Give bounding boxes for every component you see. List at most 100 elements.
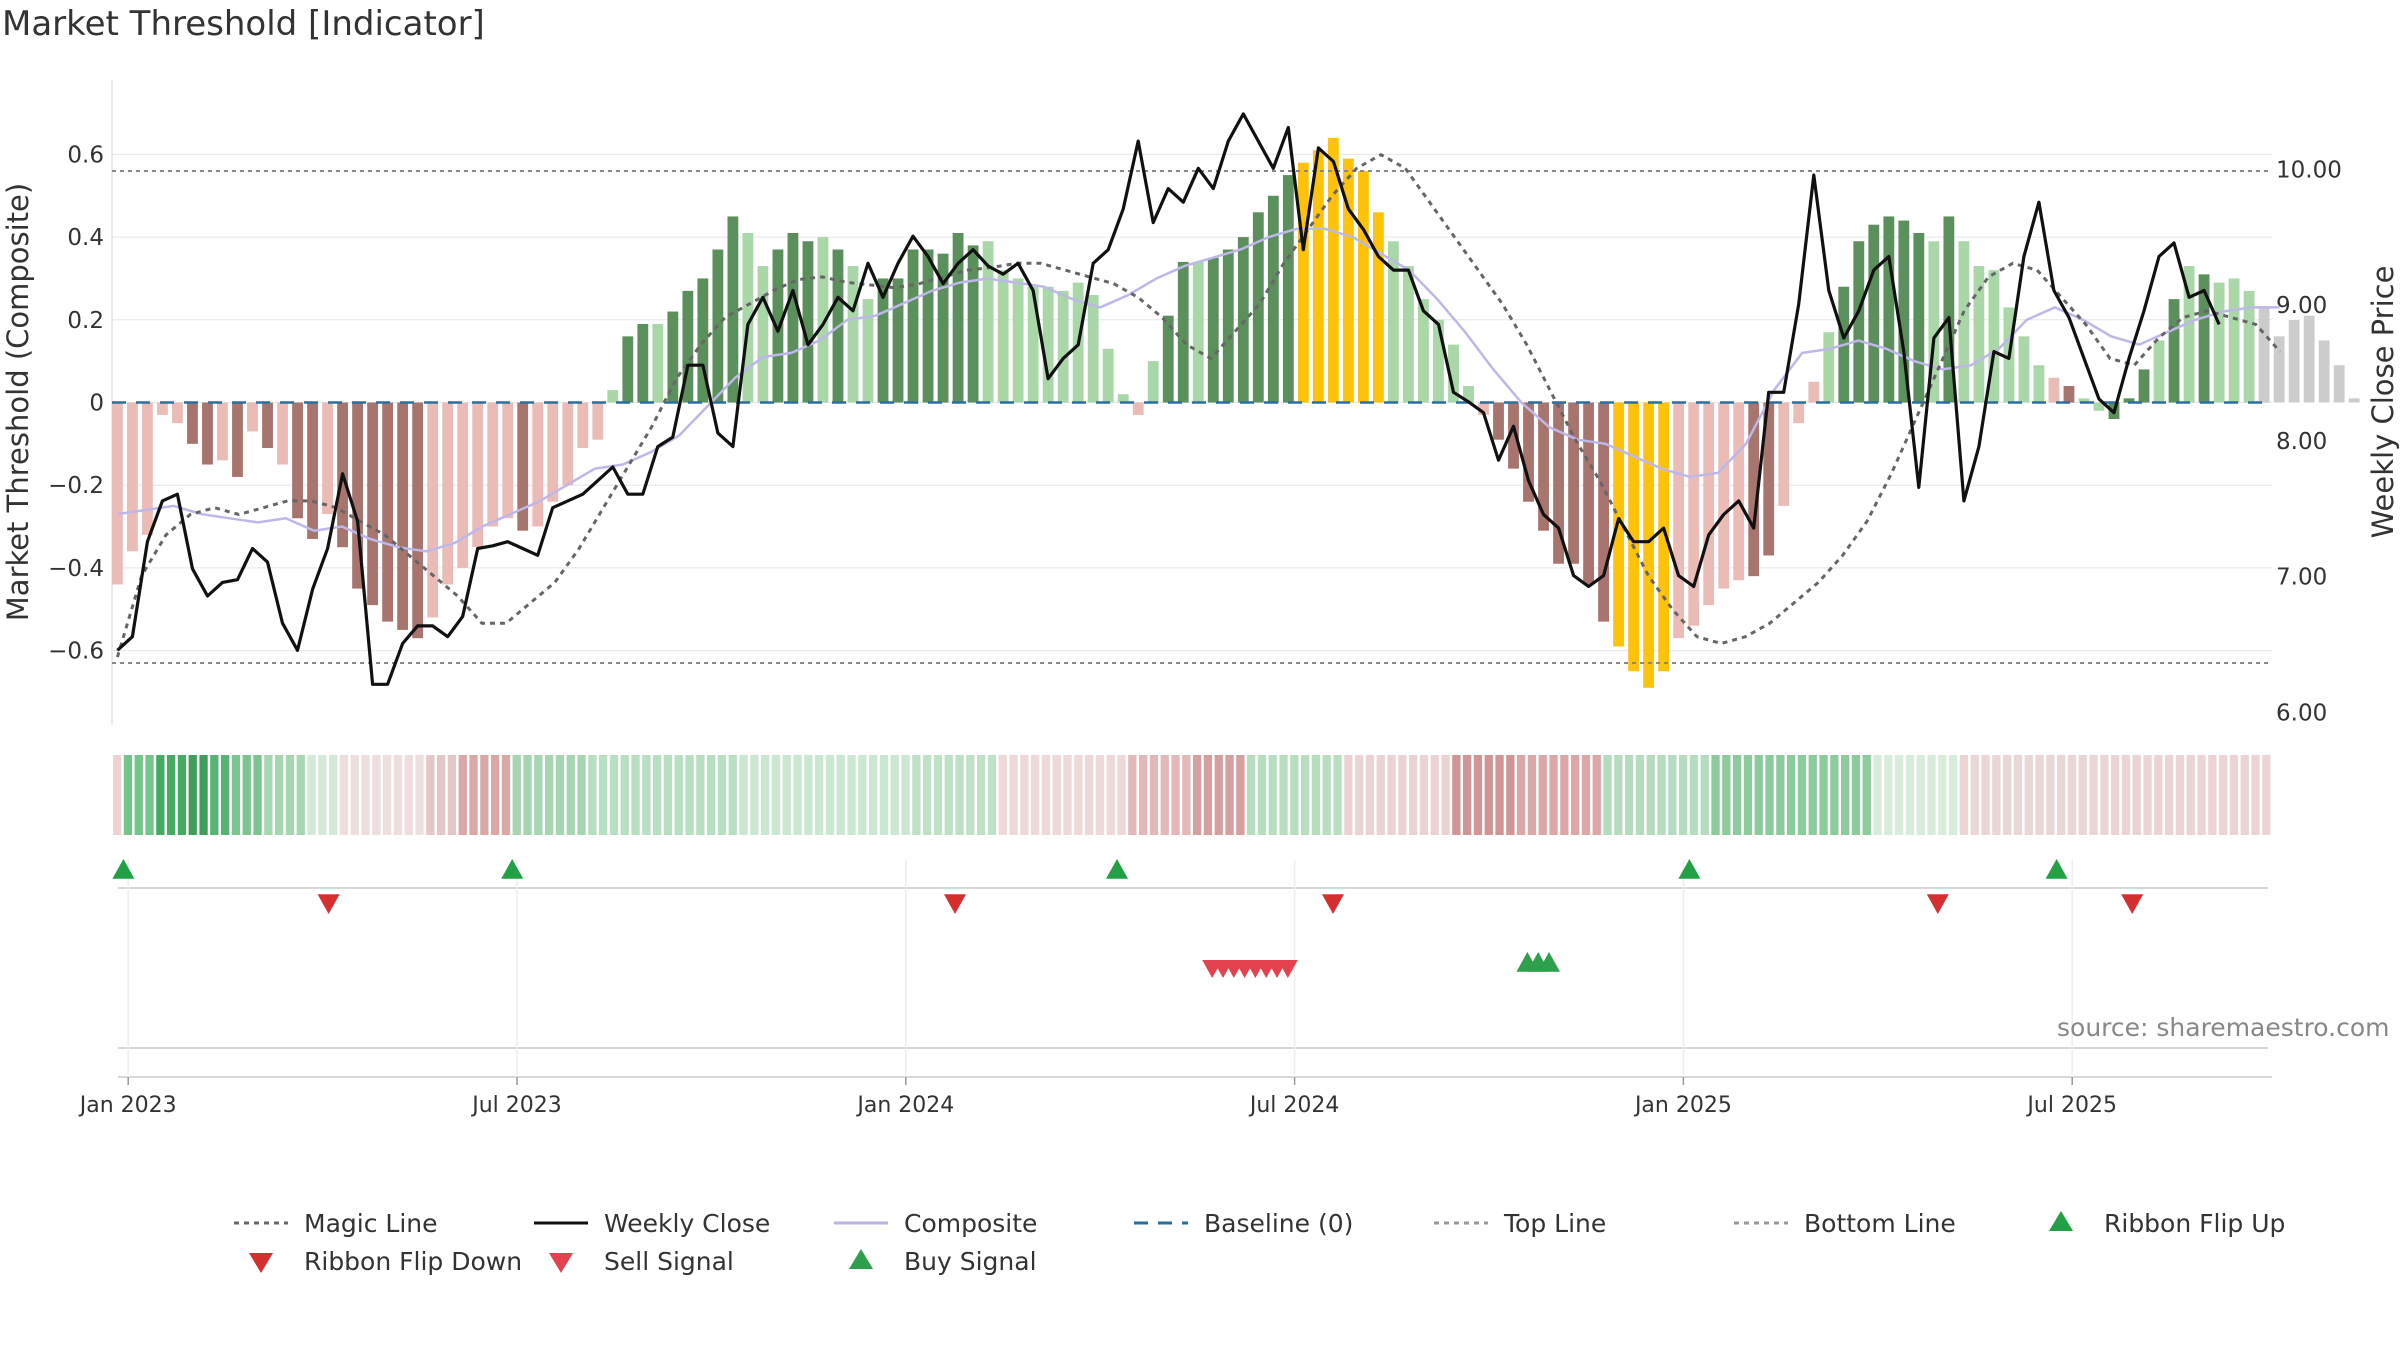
buy-signal-marker xyxy=(1538,952,1560,972)
ribbon-cell xyxy=(2208,755,2217,835)
ribbon-cell xyxy=(2035,755,2044,835)
composite-bar xyxy=(1102,348,1114,403)
x-tick-label: Jan 2025 xyxy=(1633,1093,1732,1118)
ribbon-cell xyxy=(2229,755,2239,835)
ribbon-cell xyxy=(696,755,705,835)
ribbon-cell xyxy=(501,755,511,835)
composite-bar xyxy=(2033,365,2045,403)
ribbon-cell xyxy=(707,755,716,835)
ribbon-cell xyxy=(1409,755,1418,835)
composite-bar xyxy=(172,402,183,424)
ribbon-cell xyxy=(1139,755,1148,835)
composite-bar xyxy=(1327,137,1339,403)
ribbon-cell xyxy=(815,755,824,835)
ribbon-flip-up-marker xyxy=(2045,859,2068,879)
ribbon-cell xyxy=(944,755,953,835)
legend-item: Ribbon Flip Up xyxy=(2030,1205,2285,1241)
ribbon-cell xyxy=(1171,755,1180,835)
composite-bar xyxy=(1973,266,1985,403)
composite-bar xyxy=(277,402,288,465)
ribbon-cell xyxy=(1365,755,1375,835)
legend-item: Buy Signal xyxy=(830,1243,1037,1279)
ribbon-cell xyxy=(717,755,727,835)
ribbon-cell xyxy=(1041,755,1051,835)
ribbon-cell xyxy=(1657,755,1666,835)
composite-bar xyxy=(772,249,784,403)
y2-tick-label: 10.00 xyxy=(2276,157,2342,183)
legend-item: Ribbon Flip Down xyxy=(230,1243,522,1279)
composite-bar xyxy=(1177,261,1189,403)
composite-bar xyxy=(1207,257,1219,403)
composite-bar xyxy=(1898,220,1910,403)
ribbon-cell xyxy=(426,755,435,835)
composite-bar xyxy=(742,232,754,403)
ribbon-cell xyxy=(1787,755,1796,835)
ribbon-cell xyxy=(977,755,986,835)
ribbon-cell xyxy=(188,755,197,835)
ribbon-cell xyxy=(231,755,241,835)
ribbon-cell xyxy=(1355,755,1364,835)
composite-bar xyxy=(1988,270,2000,403)
composite-bar xyxy=(607,390,619,403)
ribbon-cell xyxy=(1819,755,1828,835)
composite-bars-layer xyxy=(111,137,2360,688)
ribbon-cell xyxy=(145,755,154,835)
y2-tick-label: 8.00 xyxy=(2276,429,2327,455)
ribbon-cell xyxy=(1711,755,1720,835)
ribbon-cell xyxy=(1182,755,1191,835)
ribbon-cell xyxy=(2067,755,2077,835)
ribbon-cell xyxy=(361,755,370,835)
ribbon-cell xyxy=(836,755,845,835)
ribbon-cell xyxy=(264,755,273,835)
ribbon-cell xyxy=(1646,755,1655,835)
ribbon-cell xyxy=(1841,755,1850,835)
composite-bar xyxy=(2048,377,2060,403)
ribbon-cell xyxy=(2057,755,2066,835)
ribbon-cell xyxy=(966,755,975,835)
composite-bar xyxy=(1703,402,1715,606)
composite-bar xyxy=(1132,402,1144,415)
ribbon-cell xyxy=(1052,755,1061,835)
composite-bar xyxy=(412,402,424,639)
ribbon-cell xyxy=(1981,755,1990,835)
ribbon-cell xyxy=(804,755,813,835)
composite-bar xyxy=(1958,241,1970,403)
ribbon-cell xyxy=(1679,755,1688,835)
composite-bar xyxy=(442,402,454,585)
ribbon-cell xyxy=(1614,755,1623,835)
ribbon-cell xyxy=(350,755,359,835)
x-tick-label: Jan 2023 xyxy=(78,1093,177,1118)
composite-bar xyxy=(1913,232,1925,403)
ribbon-cell xyxy=(1452,755,1461,835)
composite-bar xyxy=(1192,261,1204,403)
ribbon-cell xyxy=(458,755,467,835)
composite-bar xyxy=(952,232,964,403)
ribbon-cell xyxy=(1095,755,1105,835)
composite-bar xyxy=(187,402,198,444)
ribbon-cell xyxy=(329,755,338,835)
composite-bar xyxy=(1057,290,1069,403)
composite-bar xyxy=(1823,332,1835,403)
ribbon-cell xyxy=(242,755,251,835)
composite-bar xyxy=(367,402,379,606)
ribbon-cell xyxy=(642,755,651,835)
composite-bar xyxy=(562,402,574,486)
ribbon-cell xyxy=(1862,755,1871,835)
x-tick-label: Jan 2024 xyxy=(855,1093,954,1118)
ribbon-cell xyxy=(1463,755,1472,835)
source-note: source: sharemaestro.com xyxy=(2057,1013,2390,1042)
ribbon-cell xyxy=(1311,755,1321,835)
legend-label: Bottom Line xyxy=(1804,1208,1956,1238)
composite-bar xyxy=(892,278,904,403)
composite-bar xyxy=(202,402,213,465)
ribbon-cell xyxy=(1160,755,1169,835)
ribbon-flip-down-marker xyxy=(1322,894,1344,914)
composite-bar xyxy=(862,299,874,403)
ribbon-cell xyxy=(858,755,867,835)
ribbon-cell xyxy=(2121,755,2131,835)
ribbon-cell xyxy=(1905,755,1915,835)
ribbon-cell xyxy=(469,755,478,835)
ribbon-cell xyxy=(2262,755,2271,835)
legend-label: Magic Line xyxy=(304,1208,438,1238)
composite-bar xyxy=(1297,162,1309,403)
